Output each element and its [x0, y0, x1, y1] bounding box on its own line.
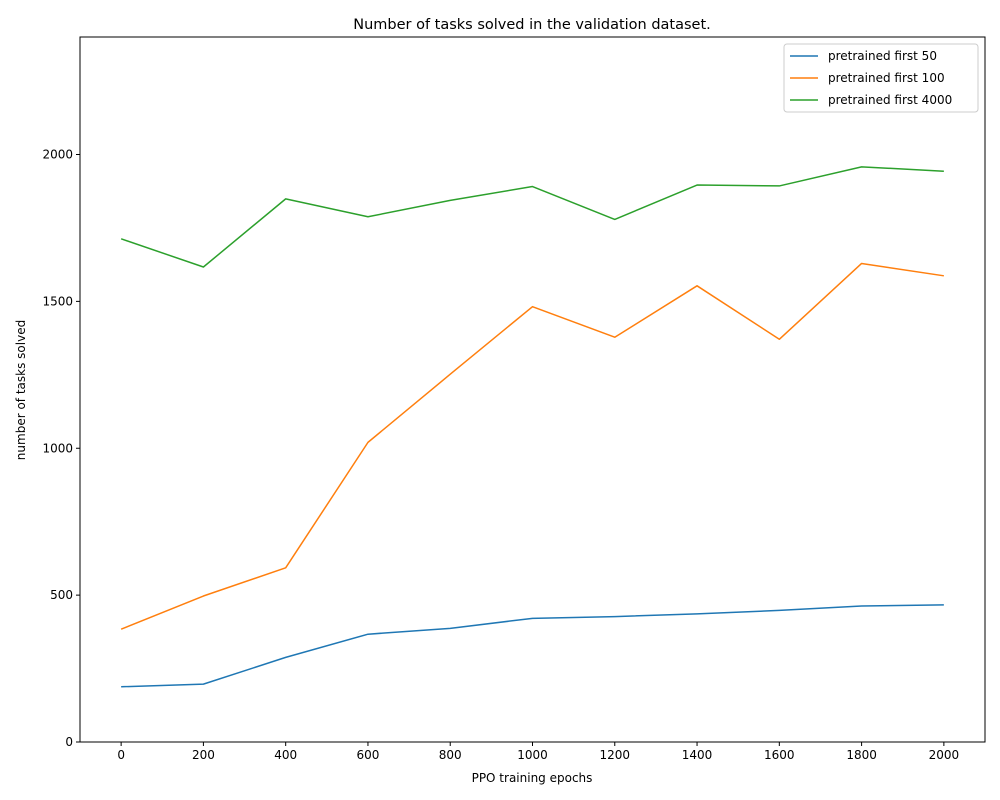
- x-tick-label: 2000: [929, 748, 960, 762]
- x-tick-label: 1800: [846, 748, 877, 762]
- series-line-2: [120, 262, 944, 630]
- x-tick-label: 1400: [682, 748, 713, 762]
- x-tick-label: 600: [357, 748, 380, 762]
- y-tick-label: 500: [50, 588, 73, 602]
- legend-label: pretrained first 4000: [828, 93, 952, 107]
- y-tick-label: 1500: [42, 294, 73, 308]
- x-tick-label: 1000: [517, 748, 548, 762]
- x-tick-label: 1200: [599, 748, 630, 762]
- x-axis: 0 200 400 600 800 1000 1200 1400 1600 1800 2000: [117, 742, 959, 762]
- y-tick-label: 2000: [42, 148, 73, 162]
- legend: pretrained first 50 pretrained first 100 p…: [783, 43, 979, 113]
- x-tick-label: 1600: [764, 748, 795, 762]
- chart-title: Number of tasks solved in the validation…: [353, 17, 711, 33]
- legend-label: pretrained first 50: [828, 49, 937, 63]
- series-layer: [120, 166, 944, 688]
- series-line-3: [120, 166, 944, 268]
- plot-frame: [79, 36, 986, 743]
- x-tick-label: 200: [192, 748, 215, 762]
- legend-box: [783, 43, 979, 113]
- series-line-1: [121, 604, 944, 688]
- y-axis: 0 500 1000 1500 2000: [42, 148, 80, 749]
- y-axis-label: number of tasks solved: [14, 320, 28, 460]
- legend-label: pretrained first 100: [828, 71, 945, 85]
- x-axis-label: PPO training epochs: [472, 771, 593, 785]
- x-tick-label: 400: [274, 748, 297, 762]
- y-tick-label: 0: [65, 735, 73, 749]
- x-tick-label: 800: [439, 748, 462, 762]
- x-tick-label: 0: [117, 748, 125, 762]
- y-tick-label: 1000: [42, 441, 73, 455]
